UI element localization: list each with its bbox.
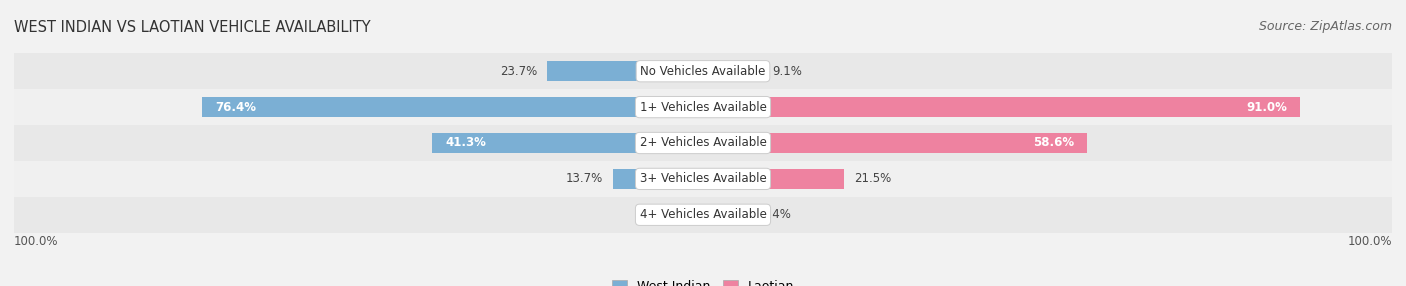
Text: 58.6%: 58.6% <box>1033 136 1074 150</box>
Bar <box>703 97 1301 117</box>
Text: 76.4%: 76.4% <box>215 101 256 114</box>
Text: 13.7%: 13.7% <box>567 172 603 185</box>
Text: 7.4%: 7.4% <box>762 208 792 221</box>
Text: 100.0%: 100.0% <box>14 235 59 247</box>
Text: 23.7%: 23.7% <box>501 65 537 78</box>
Bar <box>14 53 1392 89</box>
Text: 41.3%: 41.3% <box>446 136 486 150</box>
Bar <box>547 61 703 81</box>
Bar <box>14 89 1392 125</box>
Text: 91.0%: 91.0% <box>1246 101 1286 114</box>
Text: 1+ Vehicles Available: 1+ Vehicles Available <box>640 101 766 114</box>
Bar <box>14 161 1392 197</box>
Bar <box>613 169 703 189</box>
Bar <box>703 169 844 189</box>
Bar <box>703 205 752 225</box>
Bar <box>703 61 762 81</box>
Text: 4+ Vehicles Available: 4+ Vehicles Available <box>640 208 766 221</box>
Text: WEST INDIAN VS LAOTIAN VEHICLE AVAILABILITY: WEST INDIAN VS LAOTIAN VEHICLE AVAILABIL… <box>14 20 371 35</box>
Text: No Vehicles Available: No Vehicles Available <box>640 65 766 78</box>
Bar <box>201 97 703 117</box>
Legend: West Indian, Laotian: West Indian, Laotian <box>607 275 799 286</box>
Bar <box>14 125 1392 161</box>
Text: 4.2%: 4.2% <box>636 208 665 221</box>
Bar <box>675 205 703 225</box>
Bar <box>432 133 703 153</box>
Bar <box>703 133 1087 153</box>
Bar <box>14 197 1392 233</box>
Text: 100.0%: 100.0% <box>1347 235 1392 247</box>
Text: 3+ Vehicles Available: 3+ Vehicles Available <box>640 172 766 185</box>
Text: 9.1%: 9.1% <box>772 65 803 78</box>
Text: Source: ZipAtlas.com: Source: ZipAtlas.com <box>1258 20 1392 33</box>
Text: 21.5%: 21.5% <box>853 172 891 185</box>
Text: 2+ Vehicles Available: 2+ Vehicles Available <box>640 136 766 150</box>
